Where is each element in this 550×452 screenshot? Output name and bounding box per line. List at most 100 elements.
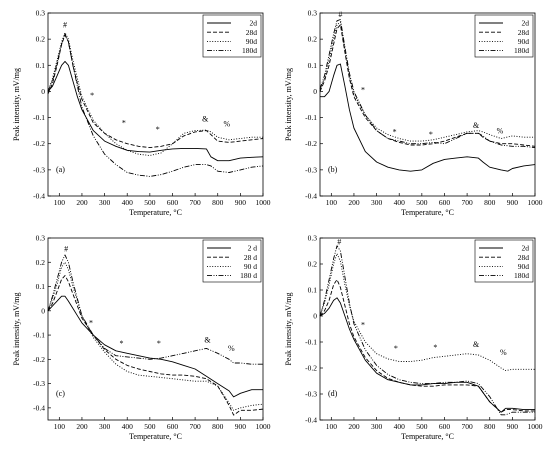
x-tick-label: 900 xyxy=(235,422,247,431)
y-tick-label: -0.1 xyxy=(33,113,45,122)
y-tick-label: 0.1 xyxy=(36,61,46,70)
x-tick-label: 300 xyxy=(371,198,383,207)
x-tick-label: 200 xyxy=(348,422,360,431)
y-tick-label: 0.2 xyxy=(308,35,318,44)
x-tick-label: 700 xyxy=(461,198,473,207)
x-axis-label: Temperature, °C xyxy=(401,432,454,441)
legend-entry: 180d xyxy=(514,271,529,280)
peak-annotation: # xyxy=(63,20,67,29)
y-tick-label: -0.3 xyxy=(33,379,45,388)
y-tick-label: 0.2 xyxy=(308,260,318,269)
plot-area xyxy=(319,237,536,421)
series-line-28d xyxy=(47,275,264,416)
x-tick-label: 500 xyxy=(144,422,156,431)
legend-entry: 90 d xyxy=(244,262,257,271)
y-tick-label: -0.4 xyxy=(33,403,45,412)
x-tick-label: 800 xyxy=(212,422,224,431)
x-tick-label: 900 xyxy=(507,422,519,431)
series-line-180d xyxy=(319,245,535,416)
x-axis-label: Temperature, °C xyxy=(129,432,182,441)
x-tick-label: 100 xyxy=(54,422,66,431)
legend-entry: 28 d xyxy=(244,253,257,262)
y-tick-label: -0.3 xyxy=(33,165,45,174)
y-tick-label: 0.1 xyxy=(308,61,318,70)
peak-annotation: * xyxy=(394,344,398,353)
x-axis-label: Temperature, °C xyxy=(129,208,182,217)
y-tick-label: -0.3 xyxy=(305,165,317,174)
y-tick-label: 0.2 xyxy=(36,258,46,267)
x-tick-label: 400 xyxy=(122,422,134,431)
x-tick-label: 500 xyxy=(144,198,156,207)
x-tick-label: 400 xyxy=(122,198,134,207)
y-tick-label: 0.3 xyxy=(308,9,318,18)
peak-annotation: & xyxy=(473,340,480,349)
peak-annotation: & xyxy=(473,121,480,130)
y-tick-label: -0.1 xyxy=(305,338,317,347)
series-line-2d xyxy=(47,60,264,162)
legend-entry: 2d xyxy=(522,244,530,253)
x-tick-label: 100 xyxy=(326,198,338,207)
x-tick-label: 100 xyxy=(54,198,66,207)
x-tick-label: 500 xyxy=(416,198,428,207)
y-tick-label: -0.4 xyxy=(305,192,317,201)
series-line-180d xyxy=(47,33,264,177)
y-tick-label: 0.2 xyxy=(36,35,46,44)
y-tick-label: -0.4 xyxy=(33,192,45,201)
panel-label: (c) xyxy=(56,389,65,398)
y-tick-label: -0.2 xyxy=(305,139,317,148)
x-tick-label: 600 xyxy=(439,198,451,207)
x-tick-label: 900 xyxy=(235,198,247,207)
y-axis-label: Peak intensity, mV/mg xyxy=(284,68,293,141)
panel-label: (b) xyxy=(328,165,338,174)
x-tick-label: 800 xyxy=(484,422,496,431)
legend-box xyxy=(474,239,534,283)
peak-annotation: % xyxy=(497,126,504,135)
plot-area xyxy=(47,237,264,421)
peak-annotation: * xyxy=(433,343,437,352)
y-tick-label: 0 xyxy=(41,87,45,96)
series-line-90d xyxy=(319,253,535,372)
legend-entry: 2 d xyxy=(248,244,258,253)
legend-entry: 2d xyxy=(522,19,530,28)
y-tick-label: -0.2 xyxy=(305,364,317,373)
y-tick-label: 0 xyxy=(41,306,45,315)
x-tick-label: 600 xyxy=(439,422,451,431)
peak-annotation: % xyxy=(500,348,507,357)
y-tick-label: 0.1 xyxy=(308,286,318,295)
x-tick-label: 700 xyxy=(461,422,473,431)
peak-annotation: & xyxy=(204,335,211,344)
y-tick-label: -0.2 xyxy=(33,139,45,148)
chart-panel-d: 100 200 300 400 500 600 700 800 900 1000 0.3 0.2 0.1… xyxy=(284,234,543,442)
peak-annotation: # xyxy=(64,244,68,253)
legend-entry: 180d xyxy=(514,46,529,55)
x-tick-label: 600 xyxy=(167,198,179,207)
y-axis-label: Peak intensity, mV/mg xyxy=(284,292,293,365)
peak-annotation: % xyxy=(228,344,235,353)
peak-annotation: * xyxy=(361,86,365,95)
y-tick-label: -0.3 xyxy=(305,390,317,399)
y-tick-label: -0.1 xyxy=(33,331,45,340)
x-tick-label: 800 xyxy=(484,198,496,207)
x-tick-label: 200 xyxy=(76,198,88,207)
y-tick-label: 0.3 xyxy=(36,9,46,18)
x-tick-label: 300 xyxy=(99,198,111,207)
plot-area xyxy=(47,12,264,197)
chart-panel-a: 100 200 300 400 500 600 700 800 900 1000 0.3 0.2 0.1… xyxy=(12,9,271,218)
peak-annotation: * xyxy=(361,321,365,330)
legend-entry: 90d xyxy=(246,37,258,46)
x-tick-label: 100 xyxy=(326,422,338,431)
y-tick-label: -0.2 xyxy=(33,355,45,364)
x-tick-label: 900 xyxy=(507,198,519,207)
y-tick-label: -0.1 xyxy=(305,113,317,122)
x-tick-label: 1000 xyxy=(256,198,271,207)
series-line-2d xyxy=(320,63,536,172)
legend-box xyxy=(474,14,534,58)
peak-annotation: * xyxy=(393,128,397,137)
x-tick-label: 600 xyxy=(167,422,179,431)
legend-entry: 90d xyxy=(518,262,530,271)
plot-area xyxy=(319,12,536,197)
panel-label: (a) xyxy=(56,165,65,174)
